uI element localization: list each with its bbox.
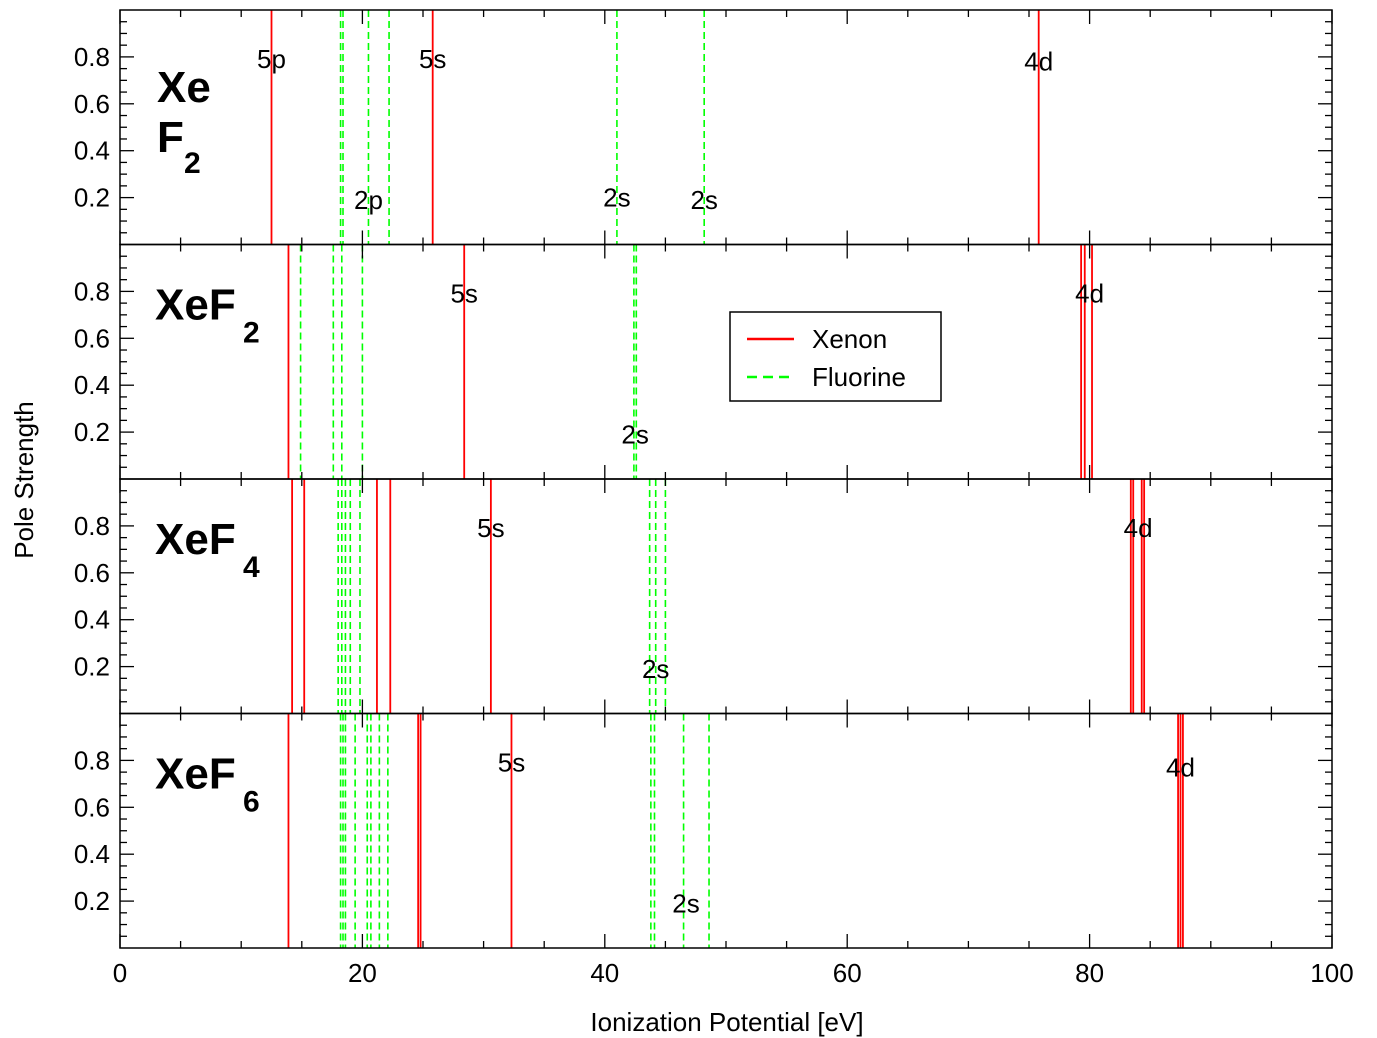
- y-axis-title: Pole Strength: [9, 401, 39, 559]
- orbital-label: 5p: [257, 44, 286, 74]
- orbital-label: 4d: [1166, 752, 1195, 782]
- y-tick-label: 0.8: [74, 42, 110, 72]
- y-tick-label: 0.8: [74, 511, 110, 541]
- orbital-label: 2s: [621, 419, 648, 449]
- panel-title-main: XeF: [155, 750, 236, 799]
- orbital-label: 2s: [642, 654, 669, 684]
- x-tick-label: 80: [1075, 958, 1104, 988]
- y-tick-label: 0.4: [74, 839, 110, 869]
- legend: Xenon Fluorine: [729, 311, 942, 402]
- y-tick-label: 0.4: [74, 136, 110, 166]
- x-tick-label: 0: [113, 958, 127, 988]
- orbital-label: 2p: [354, 185, 383, 215]
- orbital-label: 5s: [477, 513, 504, 543]
- orbital-label: 4d: [1024, 47, 1053, 77]
- x-tick-label: 100: [1310, 958, 1353, 988]
- y-tick-label: 0.2: [74, 183, 110, 213]
- y-tick-label: 0.2: [74, 417, 110, 447]
- orbital-label: 5s: [498, 748, 525, 778]
- panel-frame: [119, 712, 1333, 949]
- panel-frame: [119, 243, 1333, 480]
- orbital-label: 4d: [1075, 279, 1104, 309]
- y-tick-label: 0.6: [74, 558, 110, 588]
- y-tick-label: 0.6: [74, 792, 110, 822]
- x-axis: 0 20 40 60 80 100: [113, 958, 1354, 988]
- y-tick-label: 0.2: [74, 652, 110, 682]
- legend-label: Fluorine: [812, 362, 906, 392]
- panel-title-main: XeF: [155, 281, 236, 330]
- panel-title-line1: Xe: [157, 63, 211, 112]
- orbital-label: 2s: [603, 183, 630, 213]
- y-tick-label: 0.2: [74, 886, 110, 916]
- panel-title-main: XeF: [155, 515, 236, 564]
- y-tick-label: 0.6: [74, 323, 110, 353]
- x-tick-label: 60: [833, 958, 862, 988]
- y-tick-label: 0.8: [74, 745, 110, 775]
- orbital-label: 5s: [419, 44, 446, 74]
- x-axis-title: Ionization Potential [eV]: [590, 1007, 863, 1037]
- panel-frame: [119, 9, 1333, 246]
- frame-layer: 0.2 0.4 0.6 0.8 0.2 0.4 0.6 0.8 0.2 0.4 0.6 0.8 0.2 0…: [74, 9, 1333, 949]
- orbital-label: 5s: [450, 279, 477, 309]
- y-tick-label: 0.6: [74, 89, 110, 119]
- legend-label: Xenon: [812, 324, 887, 354]
- x-tick-label: 20: [348, 958, 377, 988]
- panel-title-line2: F: [157, 113, 184, 162]
- orbital-label: 2s: [690, 185, 717, 215]
- panel-title-subscript: 6: [243, 786, 260, 819]
- panel-title-subscript: 4: [243, 551, 260, 584]
- y-tick-label: 0.4: [74, 370, 110, 400]
- y-tick-label: 0.4: [74, 605, 110, 635]
- legend-box: [729, 311, 942, 402]
- orbital-label: 4d: [1124, 513, 1153, 543]
- panel-title-subscript: 2: [184, 147, 201, 180]
- x-tick-label: 40: [590, 958, 619, 988]
- panel-title-subscript: 2: [243, 317, 260, 350]
- orbital-label: 2s: [672, 888, 699, 918]
- y-tick-label: 0.8: [74, 276, 110, 306]
